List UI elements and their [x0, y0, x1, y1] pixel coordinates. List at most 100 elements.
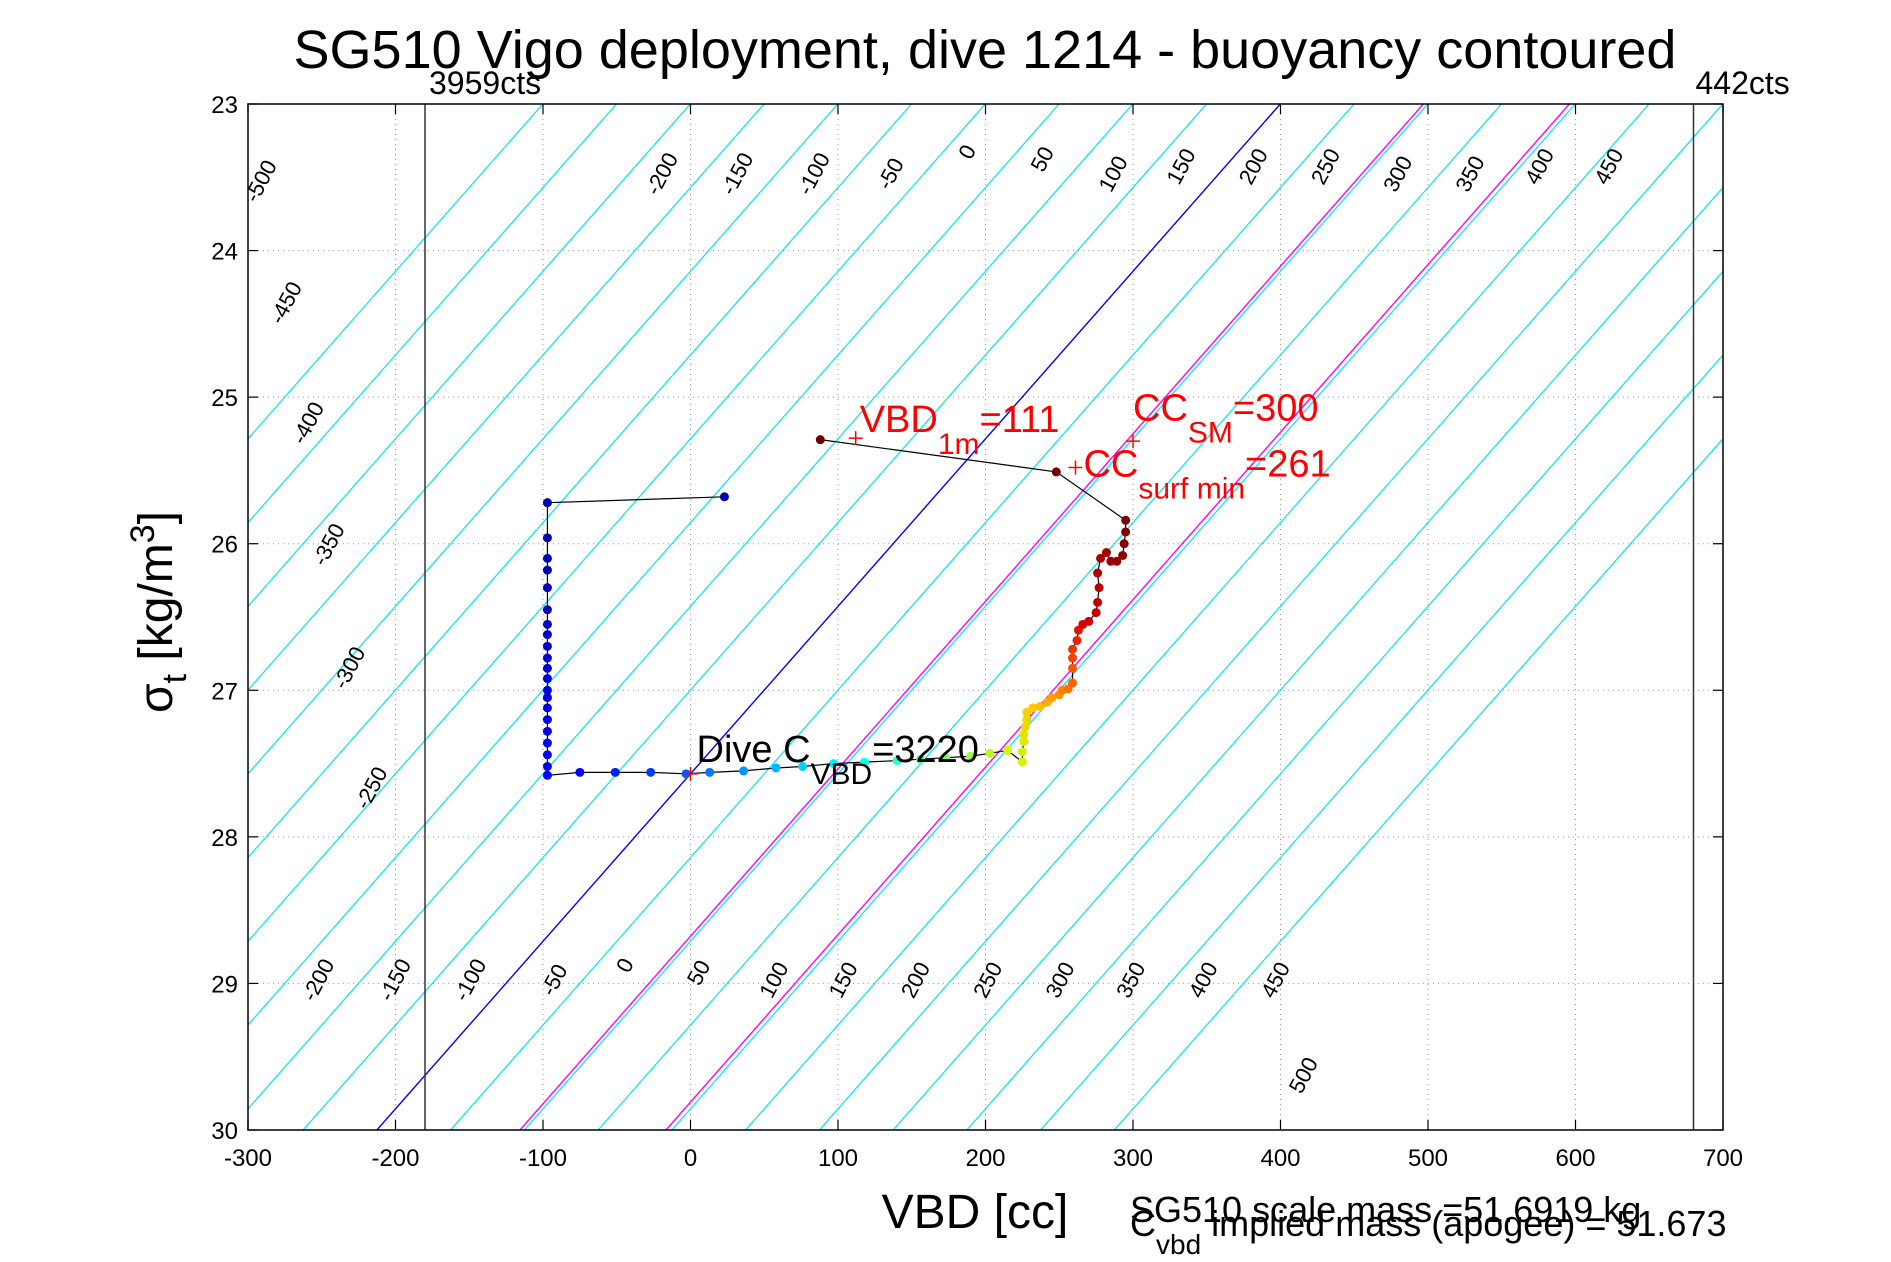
trace-point — [829, 759, 839, 769]
vbd-limit-label: 442cts — [1696, 65, 1790, 101]
y-axis-ticks: 23 24 25 26 27 28 29 30 — [211, 92, 1723, 1145]
y-axis-label-sub: t — [156, 673, 194, 683]
trace-point — [1068, 644, 1078, 654]
trace-point — [1096, 553, 1106, 563]
trace-point — [542, 663, 552, 673]
annotation-vbd1m: VBD1m=111 — [860, 399, 1060, 461]
trace-point — [542, 762, 552, 772]
trace-point — [542, 693, 552, 703]
annotation-part: =111 — [980, 399, 1060, 441]
trace-point — [1094, 583, 1104, 593]
annotation-part: 1m — [938, 428, 980, 461]
trace-point — [1047, 693, 1057, 703]
x-tick-label: 200 — [965, 1145, 1005, 1172]
trace-point — [542, 703, 552, 713]
buoyancy-contour — [302, 104, 1208, 1130]
trace-point — [985, 748, 995, 758]
x-axis-ticks: -300 -200 -100 0 100 200 300 400 500 600 700 — [224, 104, 1743, 1172]
x-tick-label: -200 — [371, 1145, 419, 1172]
trace-point — [1019, 729, 1029, 739]
trace-point — [1017, 757, 1027, 767]
buoyancy-contour — [892, 186, 1723, 1130]
trace-point — [771, 763, 781, 773]
trace-point — [1017, 747, 1027, 757]
x-axis-label: VBD [cc] — [882, 1186, 1069, 1239]
trace-point — [542, 641, 552, 651]
buoyancy-contour — [248, 104, 1134, 1110]
y-tick-label: 29 — [211, 971, 238, 998]
trace-point — [1051, 467, 1061, 477]
buoyancy-contour — [597, 104, 1503, 1130]
trace-point — [542, 750, 552, 760]
buoyancy-contours — [248, 104, 1723, 1130]
trace-point — [1022, 715, 1032, 725]
vbd-limit-lines: 3959cts 442cts — [424, 65, 1790, 1130]
trace-point — [1091, 608, 1101, 618]
y-tick-label: 30 — [211, 1118, 238, 1145]
highlight-contour — [665, 104, 1570, 1130]
trace-point — [1003, 745, 1013, 755]
trace-point — [1084, 616, 1094, 626]
trace-point — [892, 756, 902, 766]
y-tick-label: 25 — [211, 385, 238, 412]
footer-implied-mass: Cvbd implied mass (apogee) = 51.673 — [1130, 1203, 1726, 1260]
annotation-part: =3220 — [872, 729, 979, 771]
trace-point — [542, 653, 552, 663]
y-tick-label: 23 — [211, 92, 238, 119]
buoyancy-contour — [745, 104, 1650, 1130]
trace-point — [542, 715, 552, 725]
buoyancy-contour — [248, 104, 765, 691]
buoyancy-contour — [1113, 437, 1723, 1130]
annotation-ccsm: CCSM=300 — [1133, 387, 1318, 449]
trace-point — [798, 762, 808, 772]
trace-point — [542, 619, 552, 629]
trace-point — [646, 767, 656, 777]
buoyancy-contour — [248, 104, 986, 943]
trace-point — [815, 435, 825, 445]
x-tick-label: 0 — [684, 1145, 697, 1172]
x-tick-label: -100 — [519, 1145, 567, 1172]
vbd-limit-label: 3959cts — [429, 65, 541, 101]
y-axis-label-sup: 3 — [124, 524, 162, 543]
trace-point — [1093, 597, 1103, 607]
footer-implied-part: C — [1130, 1203, 1156, 1244]
buoyancy-contour — [523, 104, 1429, 1130]
footer-implied-part: implied mass (apogee) = 51.673 — [1201, 1203, 1726, 1244]
annotation-part: CC — [1133, 387, 1188, 429]
highlight-contour — [376, 104, 1281, 1130]
annotation-ccsurf: CCsurf min=261 — [1083, 443, 1330, 505]
trace-point — [739, 766, 749, 776]
reference-marker — [1068, 460, 1083, 475]
annotation-part: SM — [1188, 416, 1233, 449]
buoyancy-contour — [248, 104, 618, 524]
y-axis-label-end: ] — [130, 511, 183, 524]
trace-point — [1119, 539, 1129, 549]
trace-point — [705, 767, 715, 777]
annotation-part: VBD — [860, 399, 938, 441]
x-tick-label: -300 — [224, 1145, 272, 1172]
annotation-part: CC — [1083, 443, 1138, 485]
annotation-part: Dive C — [697, 729, 811, 771]
reference-marker — [683, 766, 698, 781]
trace-point — [1072, 635, 1082, 645]
reference-markers — [683, 431, 1140, 781]
buoyancy-contour — [248, 104, 1060, 1027]
buoyancy-contour — [248, 104, 691, 608]
trace-point — [542, 738, 552, 748]
x-tick-label: 400 — [1260, 1145, 1300, 1172]
trace-point — [542, 498, 552, 508]
trace-point — [1112, 556, 1122, 566]
reference-marker — [1126, 434, 1140, 449]
y-axis-label-main: [kg/m — [130, 543, 183, 674]
grid-lines — [248, 104, 1723, 1130]
x-tick-label: 700 — [1703, 1145, 1743, 1172]
buoyancy-contour — [818, 104, 1723, 1130]
trace-point — [1019, 737, 1029, 747]
trace-point — [542, 565, 552, 575]
annotation-divecvbd: Dive CVBD=3220 — [697, 729, 979, 791]
trace-point — [966, 751, 976, 761]
trace-point — [1068, 653, 1078, 663]
annotation-part: VBD — [811, 758, 873, 791]
buoyancy-contour — [450, 104, 1355, 1130]
